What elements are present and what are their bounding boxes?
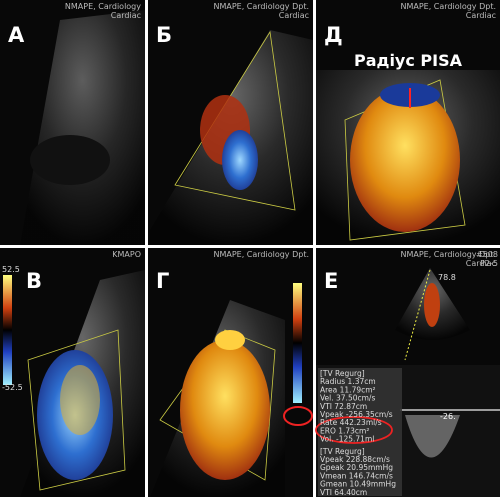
panel-header: NMAPE, Cardiology bbox=[65, 2, 141, 11]
measurement: Area 11.79cm² bbox=[320, 385, 376, 394]
measurement: Vpeak -256.35cm/s bbox=[320, 410, 393, 419]
measurement: Vel. 37.50cm/s bbox=[320, 394, 375, 403]
scale-label: 52.5 bbox=[2, 265, 20, 274]
measurement: Gmean 10.49mmHg bbox=[320, 480, 396, 489]
measurement: VTI 64.40cm bbox=[320, 488, 367, 497]
measurement: [TV Regurg] bbox=[320, 369, 365, 378]
panel-caption: Радіус PISA bbox=[354, 51, 463, 70]
panel-v bbox=[0, 248, 145, 497]
scale-label: 78.8 bbox=[438, 273, 456, 282]
measurement: Vpeak 228.88cm/s bbox=[320, 455, 390, 464]
panel-letter: В bbox=[26, 269, 42, 293]
measurement: Radius 1.37cm bbox=[320, 377, 376, 386]
panel-header: Cardiac bbox=[466, 11, 496, 20]
panel-d bbox=[316, 0, 500, 245]
measurement: Vol. -125.71ml bbox=[320, 435, 374, 444]
measurement: Vmean 146.74cm/s bbox=[320, 471, 393, 480]
measurement: Gpeak 20.95mmHg bbox=[320, 463, 393, 472]
panel-letter: Б bbox=[156, 23, 172, 47]
panel-b bbox=[148, 0, 313, 245]
panel-letter: Д bbox=[324, 23, 343, 47]
panel-letter: Е bbox=[324, 269, 338, 293]
panel-header: NMAPE, Cardiology Dpt. bbox=[213, 2, 309, 11]
measurement: Rate 442.23ml/s bbox=[320, 418, 382, 427]
measurement: [TV Regurg] bbox=[320, 447, 365, 456]
measurement: ERO 1.73cm² bbox=[320, 426, 369, 435]
panel-letter: Г bbox=[156, 269, 169, 293]
panel-header: Cardiac bbox=[111, 11, 141, 20]
panel-header: NMAPE, Cardiology Dpt. bbox=[213, 250, 309, 259]
panel-letter: А bbox=[8, 23, 25, 47]
side-label: P2-5 bbox=[480, 259, 498, 268]
scale-label: -26. bbox=[440, 412, 456, 421]
scale-label: -52.5 bbox=[2, 383, 23, 392]
panel-header: Cardiac bbox=[279, 11, 309, 20]
measurement: VTI 72.87cm bbox=[320, 402, 367, 411]
panel-header: KMAPO bbox=[112, 250, 141, 259]
panel-a bbox=[0, 0, 145, 245]
panel-header: Cardiac bbox=[466, 259, 496, 268]
panel-header: NMAPE, Cardiology Dpt. bbox=[400, 250, 496, 259]
panel-header: NMAPE, Cardiology Dpt. bbox=[400, 2, 496, 11]
panel-g bbox=[148, 248, 313, 497]
panel-e bbox=[315, 248, 500, 497]
side-label: #508 bbox=[476, 250, 498, 259]
